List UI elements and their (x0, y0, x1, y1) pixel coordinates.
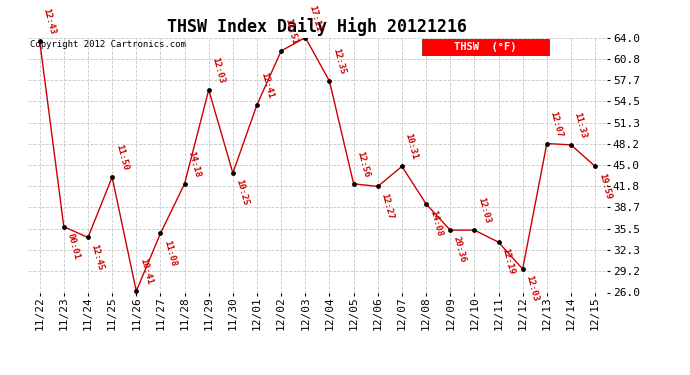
Point (58, 224, 69, 230)
Text: 11:51: 11:51 (283, 17, 299, 45)
Point (469, 227, 480, 233)
Text: 12:19: 12:19 (500, 248, 516, 276)
Point (565, 142, 576, 148)
FancyBboxPatch shape (422, 39, 549, 56)
Text: 12:03: 12:03 (210, 56, 226, 84)
Text: 12:07: 12:07 (549, 110, 564, 138)
Text: 10:25: 10:25 (235, 178, 250, 207)
Point (106, 174, 117, 180)
Text: 11:50: 11:50 (114, 143, 130, 172)
Text: 11:33: 11:33 (573, 111, 589, 140)
Text: 12:35: 12:35 (331, 48, 347, 76)
Point (324, 78, 335, 84)
Text: 12:03: 12:03 (524, 274, 540, 303)
Text: 10:31: 10:31 (404, 133, 420, 161)
Text: THSW  (°F): THSW (°F) (454, 42, 517, 52)
Text: 20:36: 20:36 (452, 236, 468, 264)
Text: 12:43: 12:43 (41, 7, 57, 36)
Point (541, 141, 552, 147)
Point (130, 288, 142, 294)
Text: 12:41: 12:41 (259, 71, 275, 99)
Point (155, 231, 166, 237)
Text: 14:08: 14:08 (428, 209, 444, 238)
Point (179, 181, 190, 187)
Point (34, 38, 46, 44)
Point (276, 48, 287, 54)
Point (518, 266, 529, 272)
Point (299, 34, 310, 40)
Point (348, 181, 359, 187)
Text: 12:27: 12:27 (380, 192, 395, 220)
Text: 11:08: 11:08 (162, 239, 178, 267)
Title: THSW Index Daily High 20121216: THSW Index Daily High 20121216 (168, 17, 467, 36)
Point (420, 201, 432, 207)
Text: 17:11: 17:11 (307, 4, 323, 32)
Text: 12:03: 12:03 (476, 196, 492, 225)
Point (251, 102, 262, 108)
Text: 14:18: 14:18 (186, 150, 202, 178)
Point (228, 170, 239, 176)
Text: 19:59: 19:59 (597, 172, 613, 200)
Text: 10:41: 10:41 (138, 258, 154, 286)
Text: 12:56: 12:56 (355, 150, 371, 178)
Point (373, 183, 384, 189)
Text: 12:45: 12:45 (90, 243, 106, 271)
Point (493, 239, 504, 245)
Point (203, 87, 214, 93)
Point (396, 164, 407, 170)
Point (589, 164, 600, 170)
Point (83, 234, 94, 240)
Text: Copyright 2012 Cartronics.com: Copyright 2012 Cartronics.com (30, 40, 186, 49)
Point (444, 227, 455, 233)
Text: 00:01: 00:01 (66, 232, 81, 260)
